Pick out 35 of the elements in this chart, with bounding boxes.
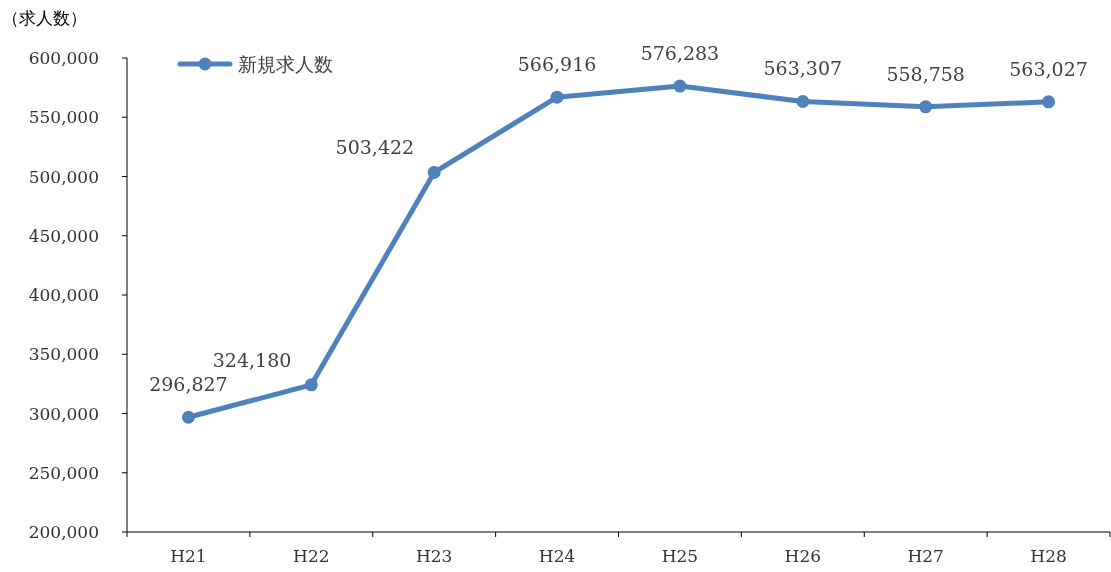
- x-tick-label: H24: [538, 546, 576, 566]
- y-tick-label: 600,000: [28, 48, 99, 68]
- x-tick-label: H27: [907, 546, 944, 566]
- y-tick-label: 550,000: [28, 107, 99, 128]
- x-tick-label: H23: [415, 546, 453, 566]
- point: [181, 410, 195, 424]
- point: [304, 378, 318, 392]
- point: [673, 79, 687, 93]
- point: [427, 165, 441, 179]
- data-label: 566,916: [517, 53, 597, 76]
- point: [1042, 95, 1056, 109]
- y-tick-label: 300,000: [28, 403, 99, 424]
- legend-label: 新規求人数: [238, 53, 333, 75]
- y-tick-label: 400,000: [28, 285, 99, 305]
- x-tick-label: H21: [170, 546, 207, 566]
- point: [796, 94, 810, 108]
- y-tick-label: 350,000: [28, 344, 99, 365]
- data-label: 563,307: [763, 57, 843, 80]
- x-tick-label: H26: [784, 546, 822, 566]
- x-tick-label: H28: [1030, 546, 1067, 566]
- point: [919, 100, 933, 114]
- data-label: 324,180: [212, 348, 292, 371]
- x-tick-label: H25: [661, 546, 699, 566]
- y-tick-label: 500,000: [28, 166, 99, 187]
- data-label: 503,422: [335, 136, 415, 159]
- point: [550, 90, 564, 104]
- y-axis-title: （求人数）: [2, 8, 87, 28]
- y-tick-label: 450,000: [28, 225, 99, 246]
- data-label: 576,283: [640, 42, 720, 65]
- data-label: 296,827: [149, 373, 228, 396]
- data-label: 563,027: [1009, 57, 1088, 80]
- x-tick-label: H22: [293, 546, 330, 566]
- data-label: 558,758: [886, 62, 965, 85]
- y-tick-label: 250,000: [28, 462, 99, 483]
- y-tick-label: 200,000: [28, 522, 99, 542]
